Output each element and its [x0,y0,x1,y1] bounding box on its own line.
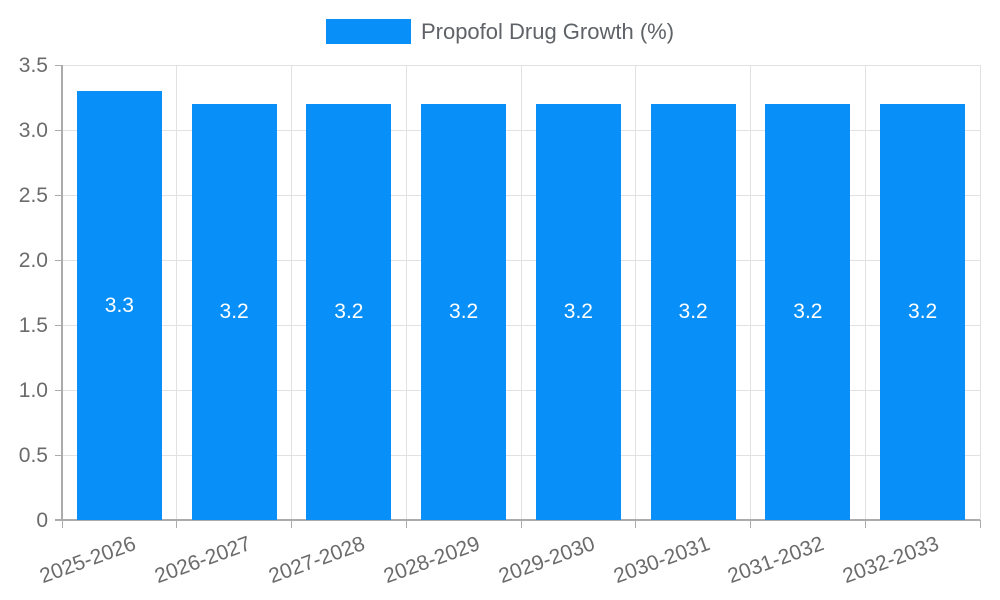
y-tick [55,454,62,456]
x-tick-label: 2030-2031 [610,532,713,589]
x-tick [750,520,751,528]
x-tick-label: 2027-2028 [266,532,369,589]
y-tick [55,64,62,66]
y-tick-label: 1.0 [18,379,48,402]
x-tick-label: 2025-2026 [36,532,139,589]
y-tick-label: 0.5 [18,444,48,467]
legend-swatch [325,19,411,44]
bar-value-label: 3.2 [563,300,593,323]
y-tick-label: 1.5 [18,314,48,337]
v-gridline [176,65,178,520]
x-tick-label: 2032-2033 [839,532,943,589]
x-tick [61,520,63,528]
y-tick-label: 2.5 [18,184,48,207]
bar [880,104,966,520]
bar-value-label: 3.2 [908,300,938,323]
y-tick-label: 3.0 [18,119,48,142]
x-tick [520,520,522,528]
bar-value-label: 3.2 [793,300,823,323]
y-tick [55,389,62,391]
x-tick [635,520,637,528]
v-gridline [979,65,981,520]
v-gridline [635,65,637,520]
y-tick-label: 0 [36,509,48,532]
v-gridline [750,65,751,520]
x-tick [176,520,178,528]
x-axis-line [55,519,980,521]
y-tick-label: 3.5 [18,54,48,77]
x-tick [405,520,407,528]
bar-value-label: 3.3 [104,293,134,317]
bar-value-label: 3.2 [334,300,364,323]
bar [765,104,851,520]
v-gridline [291,65,292,520]
bar-value-label: 3.2 [678,300,708,323]
x-tick-label: 2029-2030 [495,532,598,589]
x-tick [979,520,981,528]
bar [650,104,736,520]
y-tick-label: 2.0 [18,249,48,272]
x-tick-label: 2028-2029 [380,532,484,589]
bar [421,104,507,520]
y-tick [55,129,62,131]
v-gridline [520,65,522,520]
legend-label: Propofol Drug Growth (%) [420,19,675,44]
legend[interactable]: Propofol Drug Growth (%) [0,19,1000,44]
x-tick-label: 2026-2027 [151,532,254,589]
x-tick [291,520,292,528]
bar [191,104,277,520]
bar [306,104,392,520]
v-gridline [405,65,407,520]
y-tick [55,324,62,326]
y-tick [55,259,62,261]
x-tick-label: 2031-2032 [725,532,828,589]
v-gridline [864,65,866,520]
y-tick [55,194,62,196]
bar [76,91,162,520]
bar [535,104,621,520]
y-axis-line [61,65,63,520]
x-tick [864,520,866,528]
bar-value-label: 3.2 [449,300,479,323]
bar-value-label: 3.2 [219,300,249,323]
